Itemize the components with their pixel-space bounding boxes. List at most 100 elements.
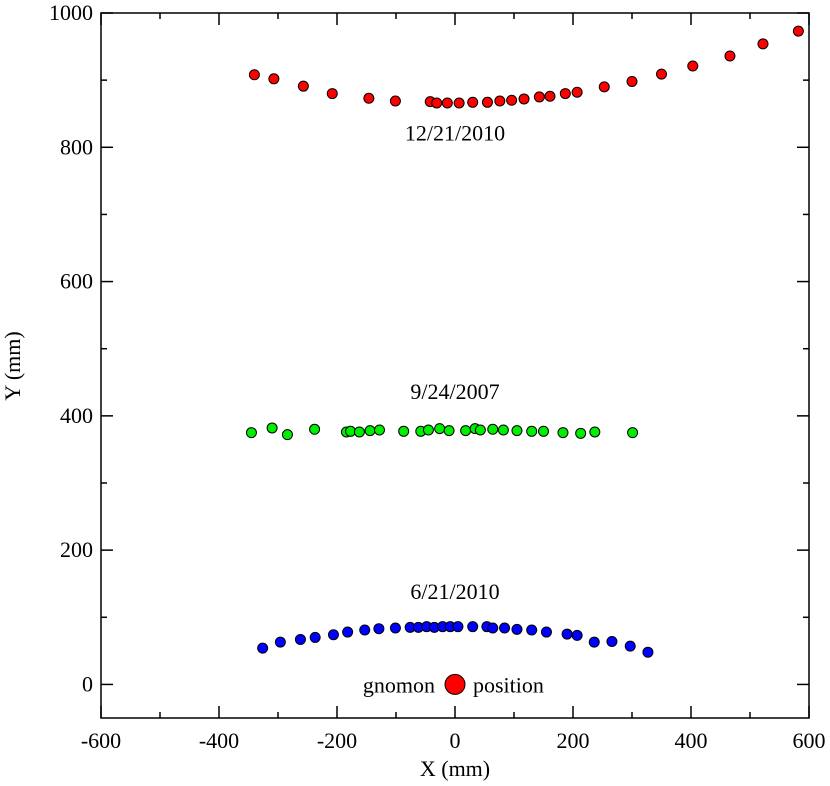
data-point <box>342 626 354 638</box>
x-tick-label: 200 <box>557 728 590 753</box>
data-point <box>511 425 523 437</box>
data-point <box>353 426 365 438</box>
data-point <box>561 628 573 640</box>
gnomon-label: gnomon <box>363 672 435 697</box>
data-point <box>506 94 518 106</box>
data-point <box>431 97 443 109</box>
data-point <box>533 91 545 103</box>
data-point <box>526 425 538 437</box>
data-point <box>540 626 552 638</box>
data-point <box>606 635 618 647</box>
position-label: position <box>473 672 544 697</box>
y-tick-label: 400 <box>60 403 93 428</box>
data-point <box>297 80 309 92</box>
x-axis-label: X (mm) <box>420 756 490 781</box>
data-point <box>266 422 278 434</box>
data-point <box>460 425 472 437</box>
data-point <box>499 622 511 634</box>
data-point <box>373 424 385 436</box>
data-point <box>422 424 434 436</box>
data-point <box>327 629 339 641</box>
data-point <box>687 60 699 72</box>
data-point <box>538 425 549 437</box>
data-point <box>434 423 446 435</box>
data-point <box>443 425 455 437</box>
data-point <box>518 93 530 105</box>
data-point <box>453 97 465 109</box>
series-group <box>245 422 639 441</box>
data-point <box>544 90 556 102</box>
data-point <box>656 68 667 80</box>
data-point <box>626 75 638 87</box>
data-point <box>309 631 321 643</box>
y-tick-label: 1000 <box>49 0 93 25</box>
data-point <box>598 81 610 93</box>
data-point <box>575 427 587 439</box>
data-point <box>245 427 257 439</box>
data-point <box>398 425 410 437</box>
series-annotation: 9/24/2007 <box>410 379 499 404</box>
data-point <box>467 96 479 108</box>
data-point <box>294 633 306 645</box>
annotation-layer: 12/21/2010 9/24/2007 6/21/2010 gnomon positi… <box>363 121 544 698</box>
data-point <box>389 622 401 634</box>
data-point <box>559 88 571 100</box>
data-point <box>511 623 523 635</box>
data-point <box>526 624 538 636</box>
data-point <box>757 38 769 50</box>
data-point <box>571 629 583 641</box>
x-tick-label: 400 <box>675 728 708 753</box>
data-point <box>364 425 376 437</box>
data-point <box>452 621 464 633</box>
data-point <box>309 423 321 435</box>
data-point <box>326 88 338 100</box>
data-point <box>557 427 569 439</box>
data-point <box>268 73 280 85</box>
y-tick-label: 600 <box>60 269 93 294</box>
data-point <box>792 25 804 37</box>
data-point <box>481 96 493 108</box>
data-point <box>441 97 453 109</box>
data-point <box>487 423 499 435</box>
y-tick-label: 200 <box>60 537 93 562</box>
data-point <box>588 636 600 648</box>
data-point <box>257 642 269 654</box>
data-point <box>627 427 639 439</box>
data-point <box>363 92 375 104</box>
data-point <box>281 429 293 441</box>
gnomon-marker <box>444 673 466 695</box>
x-tick-label: 0 <box>450 728 461 753</box>
data-point <box>624 640 636 652</box>
series-group <box>257 621 654 658</box>
data-point <box>497 424 509 436</box>
x-tick-label: 600 <box>793 728 826 753</box>
data-point <box>248 69 260 81</box>
y-tick-label: 800 <box>60 134 93 159</box>
y-tick-label: 0 <box>82 671 93 696</box>
y-axis-label: Y (mm) <box>0 331 25 400</box>
x-tick-label: -400 <box>199 728 239 753</box>
tick-label-layer: -600 -400 -200 0 200 400 600 0 200 400 600 800 1000 <box>49 0 826 753</box>
data-point <box>487 622 499 634</box>
tick-layer <box>100 12 810 718</box>
data-point <box>571 86 583 98</box>
data-point <box>494 95 506 107</box>
data-point <box>373 623 385 635</box>
x-tick-label: -600 <box>81 728 121 753</box>
data-point <box>389 95 401 107</box>
series-group <box>248 25 804 109</box>
data-point <box>724 50 736 62</box>
x-tick-label: -200 <box>317 728 357 753</box>
data-point <box>642 646 654 658</box>
series-annotation: 12/21/2010 <box>405 121 505 146</box>
series-annotation: 6/21/2010 <box>410 579 499 604</box>
data-point <box>274 636 286 648</box>
plot-frame <box>100 12 810 719</box>
data-point <box>474 424 486 436</box>
data-point <box>589 426 601 438</box>
marker-layer <box>245 25 804 658</box>
data-point <box>467 621 479 633</box>
data-point <box>359 624 371 636</box>
